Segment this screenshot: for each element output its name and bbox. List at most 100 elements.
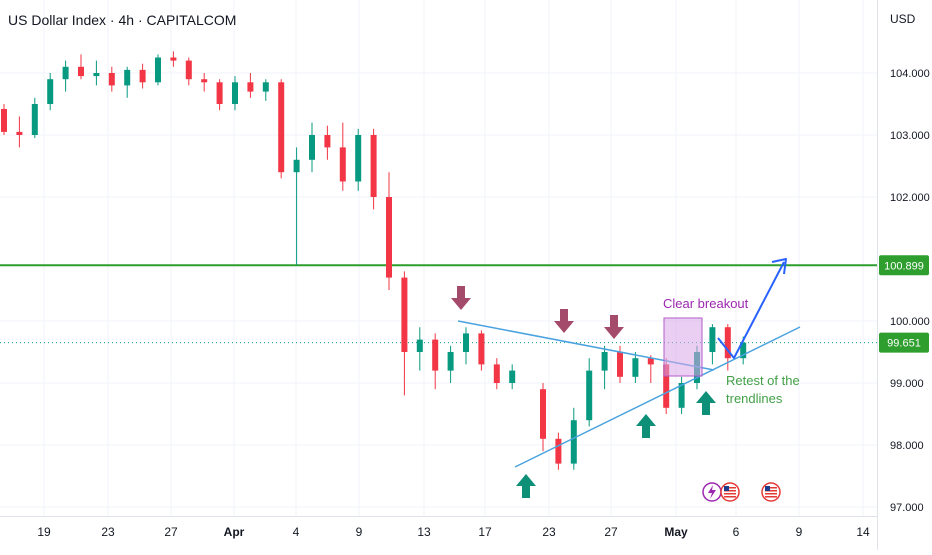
- x-tick-label: Apr: [224, 525, 245, 539]
- chart-title: US Dollar Index · 4h · CAPITALCOM: [8, 12, 237, 28]
- retest-label-line2: trendlines: [726, 391, 783, 406]
- candle-body: [647, 358, 654, 365]
- resistance-price-tag: 100.899: [884, 260, 924, 272]
- flag-canton: [724, 486, 729, 491]
- x-tick-label: May: [664, 525, 688, 539]
- flag-stripe: [765, 487, 777, 489]
- event-icon-ring: [761, 482, 781, 502]
- candle-body: [339, 147, 346, 182]
- current-price-tag: 99.651: [887, 338, 921, 350]
- flag-stripe: [765, 490, 777, 492]
- candle-body: [509, 370, 516, 383]
- down-arrow-icon: [604, 315, 624, 339]
- candle-body: [201, 79, 208, 83]
- down-arrow-icon: [451, 286, 471, 310]
- candle-body: [678, 383, 685, 408]
- current-price-tag-bg: [879, 332, 929, 353]
- candle-body: [262, 82, 269, 92]
- us-flag-event-icon: [761, 482, 781, 502]
- x-tick-label: 27: [604, 525, 618, 539]
- projection-path: [717, 261, 785, 359]
- candle-body: [232, 82, 238, 104]
- candle-body: [386, 197, 392, 278]
- candle-body: [355, 135, 362, 182]
- flag-stripe: [765, 493, 777, 495]
- down-arrow-icon: [554, 309, 574, 333]
- y-tick-label: 97.000: [890, 502, 924, 514]
- flag-stripe: [724, 493, 736, 495]
- y-tick-label: 99.000: [890, 378, 924, 390]
- candle-body: [293, 159, 300, 173]
- candle-body: [432, 339, 439, 371]
- y-tick-label: 104.000: [890, 68, 930, 80]
- candle-body: [62, 66, 69, 80]
- price-axis-divider: [877, 0, 878, 550]
- x-tick-label: 23: [542, 525, 556, 539]
- projection-arrowhead: [771, 258, 787, 275]
- candle-body: [570, 420, 577, 464]
- candle-body: [709, 327, 716, 352]
- candle-body: [324, 135, 331, 148]
- candle-body: [617, 352, 623, 377]
- lightning-event-icon: [702, 482, 722, 502]
- event-icon-ring: [720, 482, 740, 502]
- up-arrow-icon: [636, 414, 656, 438]
- candle-body: [632, 358, 639, 377]
- candle-body: [31, 104, 38, 135]
- candle-body: [93, 73, 100, 77]
- candle-body: [78, 66, 84, 77]
- candle-body: [139, 69, 146, 83]
- breakout-label: Clear breakout: [663, 296, 749, 311]
- flag-stripe: [724, 490, 736, 492]
- candle-body: [170, 57, 177, 61]
- candle-body: [124, 69, 131, 86]
- candle-body: [16, 131, 23, 135]
- candle-body: [493, 364, 500, 383]
- resistance-price-tag-bg: [879, 255, 929, 276]
- candle-body: [155, 57, 161, 83]
- currency-label[interactable]: USD: [890, 12, 916, 26]
- candle-body: [463, 333, 469, 352]
- candle-body: [555, 438, 562, 464]
- candle-body: [108, 73, 115, 86]
- x-tick-label: 14: [856, 525, 870, 539]
- up-arrow-icon: [516, 474, 536, 498]
- x-tick-label: 6: [733, 525, 740, 539]
- candle-body: [478, 333, 485, 365]
- candle-body: [278, 82, 285, 173]
- time-axis-divider: [0, 516, 877, 517]
- x-tick-label: 9: [356, 525, 363, 539]
- flag-stripe: [765, 496, 777, 498]
- y-tick-label: 103.000: [890, 130, 930, 142]
- x-tick-label: 19: [37, 525, 51, 539]
- ascending-trendline: [514, 326, 801, 468]
- bolt-glyph: [708, 485, 716, 499]
- candle-body: [47, 79, 54, 104]
- x-tick-label: 9: [796, 525, 803, 539]
- x-tick-label: 27: [164, 525, 178, 539]
- breakout-box: [663, 317, 703, 377]
- candle-body: [401, 277, 408, 352]
- y-tick-label: 98.000: [890, 440, 924, 452]
- x-tick-label: 4: [293, 525, 300, 539]
- x-tick-label: 23: [101, 525, 115, 539]
- candle-body: [724, 327, 731, 359]
- us-flag-event-icon: [720, 482, 740, 502]
- candle-body: [309, 135, 315, 160]
- candle-body: [586, 370, 593, 421]
- y-tick-label: 100.000: [890, 316, 930, 328]
- candle-body: [601, 352, 608, 371]
- x-tick-label: 17: [478, 525, 492, 539]
- candle-body: [416, 339, 423, 352]
- retest-label-line1: Retest of the: [726, 373, 800, 388]
- candle-body: [1, 108, 7, 132]
- candle-body: [247, 82, 254, 92]
- flag-canton: [765, 486, 770, 491]
- y-tick-label: 102.000: [890, 192, 930, 204]
- candle-body: [216, 82, 223, 104]
- candle-body: [370, 135, 377, 197]
- x-tick-label: 13: [417, 525, 431, 539]
- candle-body: [447, 352, 454, 371]
- candle-body: [185, 60, 192, 80]
